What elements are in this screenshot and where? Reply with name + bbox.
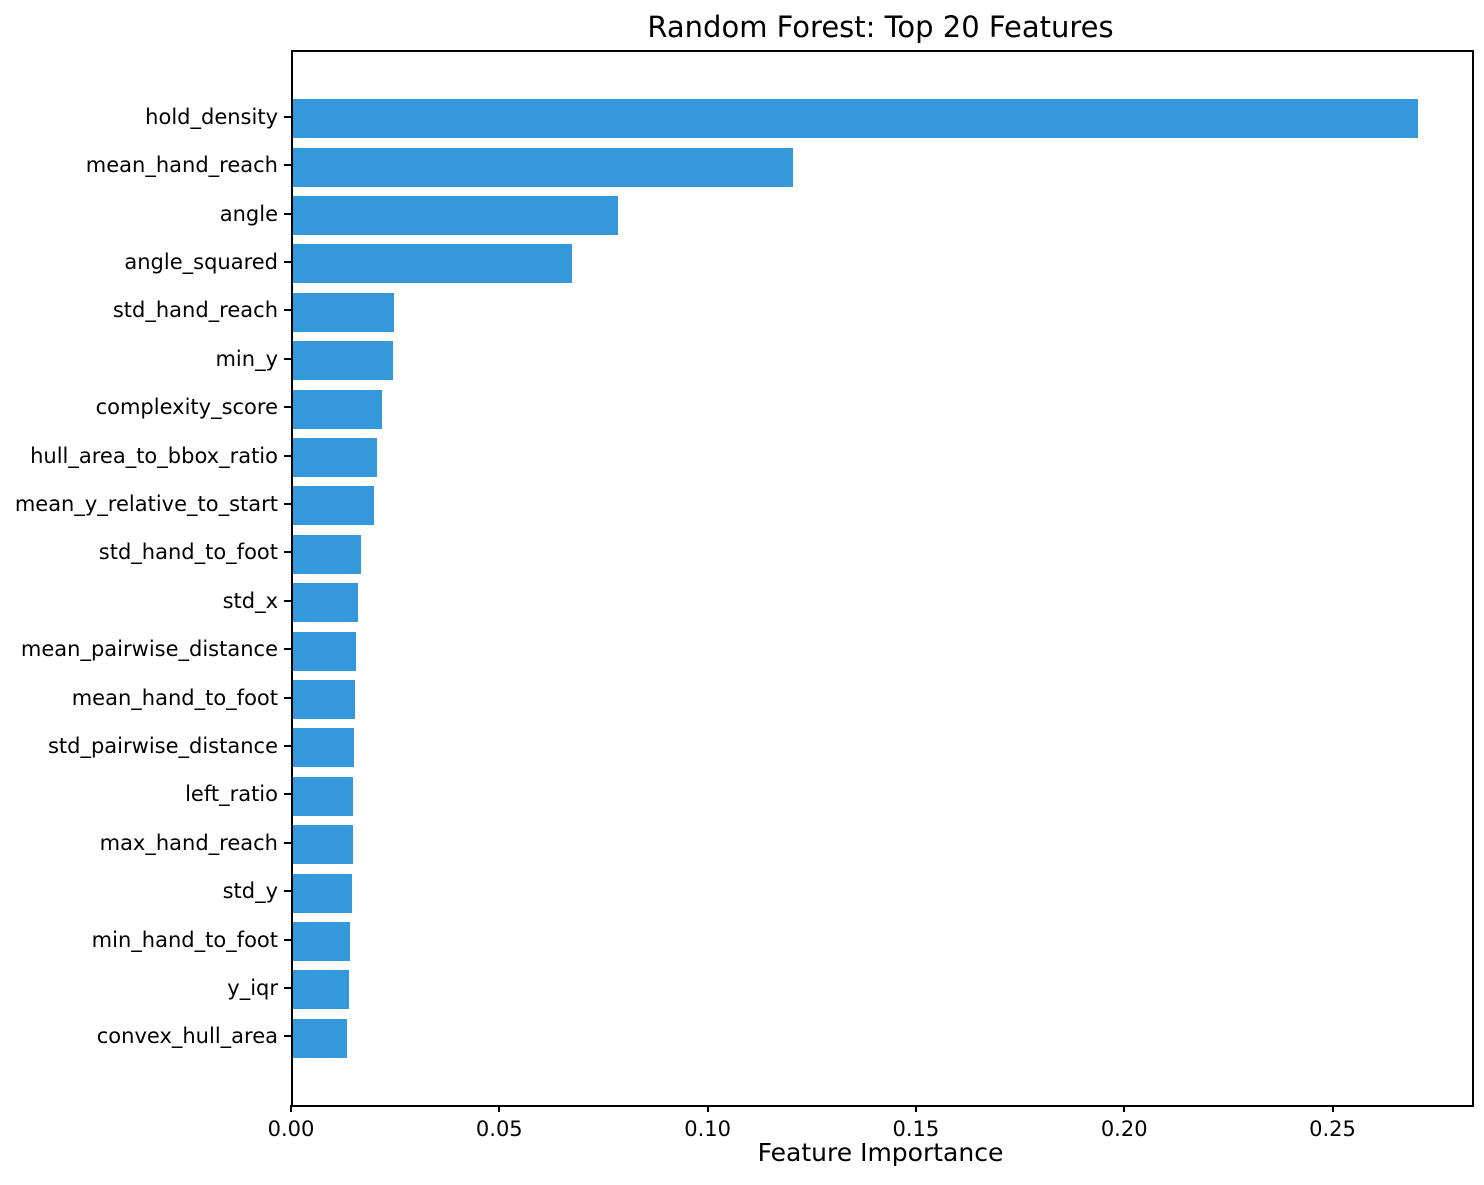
x-tick-label: 0.10 [684, 1117, 731, 1141]
y-tick-label: left_ratio [185, 782, 278, 807]
y-tick-mark [284, 502, 291, 505]
bar-min_y [293, 341, 393, 381]
plot-area [291, 50, 1474, 1107]
bar-min_hand_to_foot [293, 922, 351, 961]
y-tick-label: mean_pairwise_distance [20, 637, 278, 662]
y-tick-mark [284, 648, 291, 651]
bar-complexity_score [293, 389, 383, 429]
y-tick-mark [284, 260, 291, 263]
y-tick-mark [284, 890, 291, 893]
bar-angle_squared [293, 244, 573, 284]
y-tick-mark [284, 793, 291, 796]
y-tick-label: std_y [222, 879, 278, 904]
y-tick-mark [284, 115, 291, 118]
bar-angle [293, 196, 618, 235]
y-tick-mark [284, 406, 291, 409]
y-tick-label: mean_hand_to_foot [71, 685, 278, 710]
bar-mean_hand_reach [293, 147, 793, 187]
y-tick-mark [284, 938, 291, 941]
chart-title: Random Forest: Top 20 Features [647, 10, 1114, 44]
bar-left_ratio [293, 776, 353, 816]
y-tick-label: max_hand_reach [99, 830, 278, 855]
y-tick-label: complexity_score [95, 395, 278, 420]
x-tick-label: 0.15 [892, 1117, 940, 1141]
bar-mean_hand_to_foot [293, 680, 355, 719]
y-tick-label: min_hand_to_foot [91, 927, 278, 952]
y-tick-label: hold_density [145, 104, 278, 129]
y-tick-label: std_hand_to_foot [98, 540, 278, 565]
bar-hold_density [293, 99, 1418, 139]
bar-max_hand_reach [293, 825, 353, 865]
y-tick-mark [284, 599, 291, 602]
y-tick-mark [284, 357, 291, 360]
bar-std_pairwise_distance [293, 728, 354, 768]
y-tick-mark [284, 309, 291, 312]
y-tick-mark [284, 744, 291, 747]
y-tick-label: angle [219, 201, 278, 226]
x-tick-mark [1331, 1105, 1334, 1112]
bar-hull_area_to_bbox_ratio [293, 438, 378, 477]
y-tick-label: std_pairwise_distance [47, 733, 278, 758]
bar-mean_pairwise_distance [293, 631, 357, 671]
y-tick-label: convex_hull_area [96, 1024, 278, 1049]
x-tick-label: 0.05 [475, 1117, 523, 1141]
y-tick-label: y_iqr [227, 975, 278, 1000]
y-tick-label: mean_hand_reach [85, 153, 278, 178]
x-axis-label: Feature Importance [757, 1138, 1004, 1167]
x-tick-mark [706, 1105, 709, 1112]
x-tick-label: 0.25 [1309, 1117, 1356, 1141]
y-tick-label: mean_y_relative_to_start [14, 491, 278, 516]
x-tick-mark [290, 1105, 292, 1112]
y-tick-mark [284, 1035, 291, 1038]
bar-convex_hull_area [293, 1018, 348, 1058]
bar-mean_y_relative_to_start [293, 486, 375, 526]
bar-std_x [293, 583, 358, 623]
y-tick-label: std_x [222, 588, 278, 613]
y-tick-label: min_y [215, 346, 278, 371]
y-tick-mark [284, 212, 291, 215]
bar-std_hand_to_foot [293, 534, 361, 574]
x-tick-label: 0.20 [1100, 1117, 1148, 1141]
y-tick-mark [284, 986, 291, 989]
x-tick-mark [914, 1105, 917, 1112]
y-tick-label: std_hand_reach [112, 298, 278, 323]
x-tick-mark [498, 1105, 501, 1112]
x-tick-label: 0.00 [267, 1117, 315, 1141]
y-tick-mark [284, 164, 291, 167]
y-tick-mark [284, 841, 291, 844]
y-tick-mark [284, 454, 291, 457]
y-tick-label: angle_squared [124, 249, 278, 274]
bar-std_hand_reach [293, 292, 394, 332]
y-tick-mark [284, 551, 291, 554]
bar-std_y [293, 873, 353, 913]
y-tick-label: hull_area_to_bbox_ratio [30, 443, 278, 468]
x-tick-mark [1123, 1105, 1126, 1112]
y-tick-mark [284, 696, 291, 699]
bar-y_iqr [293, 970, 350, 1010]
